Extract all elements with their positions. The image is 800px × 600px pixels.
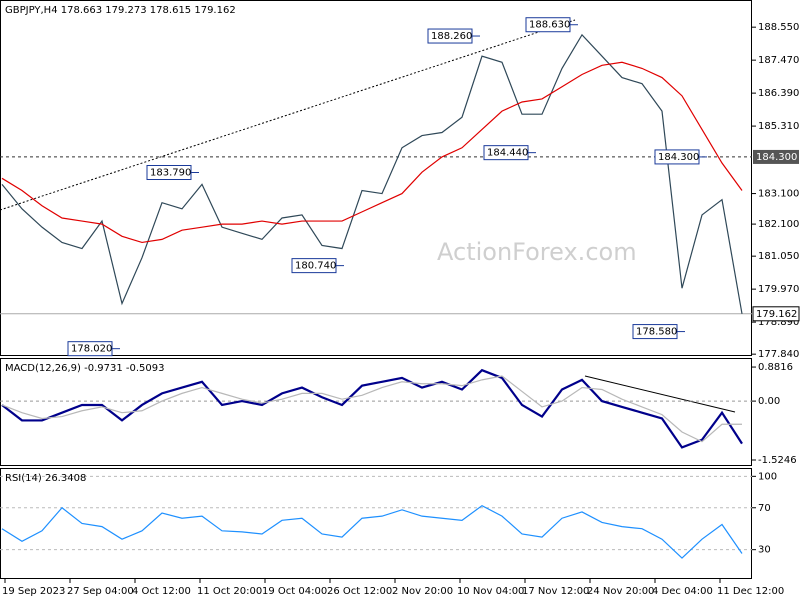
trend-line [0,19,576,211]
x-tick-label: 4 Dec 04:00 [652,586,713,597]
x-tick-label: 10 Nov 04:00 [457,586,524,597]
macd-title: MACD(12,26,9) -0.9731 -0.5093 [5,363,165,374]
series-line [1,504,743,559]
series-line [1,61,743,244]
last-price-label: 179.162 [756,309,797,320]
price-frame [0,0,752,356]
price-title: GBPJPY,H4 178.663 179.273 178.615 179.16… [5,5,236,16]
macd-trend-line [584,375,736,413]
macd-frame [0,358,752,466]
annotation-box [654,149,700,165]
x-tick-label: 17 Nov 12:00 [522,586,589,597]
y-tick-label: 30 [758,545,771,556]
y-tick-label: -1.5246 [758,455,797,466]
x-tick-label: 19 Oct 04:00 [262,586,327,597]
annotation-box [67,341,113,357]
watermark: ActionForex.com [437,238,637,266]
annotation-label: 183.790 [150,168,191,179]
annotation-box [525,17,571,33]
y-tick-label: 185.310 [758,121,799,132]
rsi-title: RSI(14) 26.3408 [5,473,86,484]
annotation-label: 188.630 [529,20,570,31]
level-label: 184.300 [756,152,797,163]
y-tick-label: 0.8816 [758,362,793,373]
annotation-label: 184.440 [487,148,528,159]
annotation-label: 178.020 [71,344,112,355]
annotation-box [291,258,337,274]
annotation-box [427,28,473,44]
level-tag [753,149,799,164]
x-tick-label: 4 Oct 12:00 [132,586,191,597]
x-tick-label: 19 Sep 2023 [2,586,65,597]
y-tick-label: 179.970 [758,284,799,295]
y-tick-label: 187.470 [758,55,799,66]
y-tick-label: 186.390 [758,88,799,99]
y-tick-label: 177.840 [758,349,799,360]
annotation-label: 188.260 [431,31,472,42]
x-tick-label: 27 Sep 04:00 [67,586,134,597]
x-tick-label: 24 Nov 20:00 [587,586,654,597]
y-tick-label: 70 [758,503,771,514]
rsi-frame [0,468,752,579]
y-tick-label: 178.890 [758,317,799,328]
annotation-label: 180.740 [295,261,336,272]
series-line [1,375,742,443]
annotation-box [146,165,192,181]
annotation-label: 178.580 [636,327,677,338]
x-tick-label: 11 Oct 20:00 [197,586,262,597]
y-tick-label: 0.00 [758,396,780,407]
annotation-box [483,145,529,161]
y-tick-label: 188.550 [758,22,799,33]
series-line [1,33,743,314]
annotation-label: 184.300 [658,152,699,163]
y-tick-label: 182.100 [758,219,799,230]
annotation-box [632,324,678,340]
x-tick-label: 11 Dec 12:00 [717,586,784,597]
y-tick-label: 100 [758,471,777,482]
last-price-tag [752,306,800,322]
x-tick-label: 26 Oct 12:00 [327,586,392,597]
y-tick-label: 183.100 [758,189,799,200]
series-line [1,368,743,449]
y-tick-label: 181.050 [758,251,799,262]
x-tick-label: 2 Nov 20:00 [392,586,453,597]
